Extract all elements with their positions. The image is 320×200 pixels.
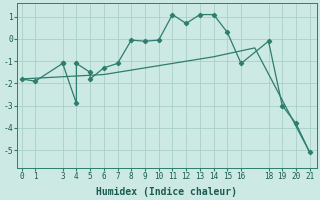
X-axis label: Humidex (Indice chaleur): Humidex (Indice chaleur) [96, 186, 237, 197]
